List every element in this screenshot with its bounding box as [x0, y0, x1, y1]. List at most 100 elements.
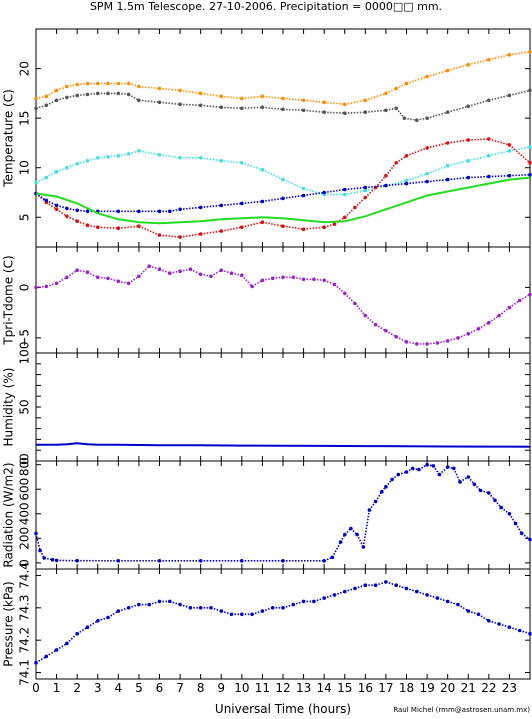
data-trace-temp-dark_gray: [221, 106, 242, 110]
data-trace-pressure-blue: [262, 607, 273, 612]
data-trace-temp-dark_gray: [262, 106, 284, 111]
data-trace-temp-dark_gray: [282, 108, 304, 112]
data-trace-temp-cyan: [468, 155, 489, 162]
data-trace-temp-red: [35, 192, 47, 204]
y-tick-label-tdiff: −5: [18, 329, 32, 347]
data-trace-temp-orange: [241, 95, 263, 100]
data-trace-temp-red: [303, 226, 325, 230]
credit-text: Raul Michel (rmm@astrosen.unam.mx): [393, 706, 530, 714]
data-trace-temp-orange: [159, 87, 181, 92]
data-point-temp-red: [528, 161, 532, 165]
y-tick-label-pressure: 74.2: [18, 627, 32, 654]
data-trace-pressure-blue: [87, 620, 99, 628]
data-trace-radiation-blue: [508, 513, 517, 525]
data-trace-temp-dark_gray: [159, 101, 181, 106]
y-tick-label-humidity: 0: [18, 457, 32, 465]
x-tick-label: 3: [94, 681, 102, 695]
x-tick-label: 19: [419, 681, 434, 695]
y-tick-label-pressure: 74.3: [18, 594, 32, 621]
data-trace-temp-dark_gray: [45, 99, 57, 107]
data-trace-tdiff-purple: [333, 283, 346, 295]
data-trace-temp-cyan: [138, 150, 160, 156]
y-axis-label-pressure: Pressure (kPa): [2, 581, 16, 666]
data-trace-temp-orange: [138, 85, 160, 90]
y-axis-label-radiation: Radiation (W/m2): [2, 462, 16, 567]
data-trace-radiation-blue: [438, 466, 449, 476]
data-trace-temp-orange: [488, 54, 510, 61]
x-tick-label: 18: [399, 681, 414, 695]
data-trace-tdiff-purple: [87, 271, 99, 279]
data-trace-tdiff-purple: [190, 268, 202, 276]
x-tick-label: 16: [358, 681, 373, 695]
y-tick-label-radiation: 0: [18, 559, 32, 567]
data-trace-temp-orange: [365, 92, 387, 102]
data-point-temp-dark_gray: [116, 91, 121, 96]
x-tick-label: 21: [461, 681, 476, 695]
data-trace-pressure-blue: [457, 603, 469, 612]
x-tick-label: 13: [296, 681, 311, 695]
data-trace-temp-blue: [488, 174, 510, 178]
x-tick-label: 14: [317, 681, 332, 695]
data-trace-temp-dark_gray: [365, 109, 386, 113]
y-tick-label-temp: 10: [18, 160, 32, 175]
data-trace-temp-orange: [509, 51, 531, 56]
data-trace-tdiff-purple: [210, 269, 222, 277]
data-trace-temp-red: [241, 221, 263, 228]
data-trace-temp-dark_gray: [303, 109, 325, 113]
data-trace-temp-blue: [180, 206, 201, 211]
data-trace-temp-dark_gray: [128, 93, 140, 101]
data-trace-tdiff-purple: [66, 269, 78, 278]
data-point-temp-orange: [528, 50, 532, 54]
data-trace-tdiff-purple: [364, 315, 377, 326]
data-trace-temp-red: [395, 155, 407, 164]
x-tick-label: 17: [378, 681, 393, 695]
data-trace-temp-blue: [200, 204, 222, 209]
chart-title: SPM 1.5m Telescope. 27-10-2006. Precipit…: [89, 0, 443, 13]
data-trace-pressure-blue: [385, 581, 397, 586]
y-tick-label-humidity: 100: [18, 342, 32, 365]
x-tick-label: 0: [32, 681, 40, 695]
data-point-temp-dark_gray: [528, 88, 532, 93]
data-trace-temp-orange: [282, 97, 304, 102]
data-trace-temp-blue: [365, 184, 386, 189]
data-trace-radiation-blue: [447, 466, 454, 470]
data-trace-temp-orange: [262, 95, 284, 100]
data-trace-temp-orange: [45, 89, 58, 98]
y-tick-label-pressure: 74.1: [18, 659, 32, 686]
data-point-temp-cyan: [528, 145, 532, 149]
y-axis-label-humidity: Humidity (%): [2, 368, 16, 447]
data-trace-tdiff-purple: [488, 314, 500, 324]
x-tick-label: 11: [255, 681, 270, 695]
data-trace-temp-cyan: [221, 160, 242, 164]
data-trace-temp-cyan: [35, 176, 47, 184]
data-trace-temp-cyan: [303, 187, 325, 196]
x-tick-label: 1: [53, 681, 61, 695]
series-line-humidity-blue: [36, 442, 531, 448]
data-point-temp-blue: [528, 172, 532, 177]
data-trace-temp-red: [508, 144, 531, 164]
data-trace-tdiff-purple: [467, 328, 479, 335]
data-trace-temp-cyan: [241, 162, 263, 171]
data-trace-temp-red: [66, 215, 78, 222]
data-trace-temp-red: [282, 225, 304, 230]
data-trace-pressure-blue: [437, 597, 448, 603]
y-tick-label-radiation: 600: [18, 478, 32, 501]
data-trace-temp-red: [118, 225, 139, 229]
data-trace-pressure-blue: [375, 581, 387, 586]
data-trace-temp-dark_gray: [488, 94, 510, 102]
x-tick-label: 23: [502, 681, 517, 695]
data-trace-temp-cyan: [45, 171, 57, 179]
data-trace-temp-orange: [385, 87, 397, 95]
data-trace-temp-orange: [56, 85, 68, 92]
y-tick-label-radiation: 800: [18, 453, 32, 476]
data-trace-temp-blue: [45, 199, 57, 207]
data-trace-pressure-blue: [509, 626, 520, 632]
data-trace-temp-dark_gray: [468, 99, 490, 108]
data-point-temp-orange: [281, 96, 285, 101]
x-tick-label: 20: [440, 681, 455, 695]
data-trace-tdiff-purple: [478, 322, 490, 330]
data-trace-temp-dark_gray: [344, 111, 366, 114]
data-trace-tdiff-purple: [498, 306, 510, 317]
data-point-tdiff-purple: [34, 285, 38, 290]
